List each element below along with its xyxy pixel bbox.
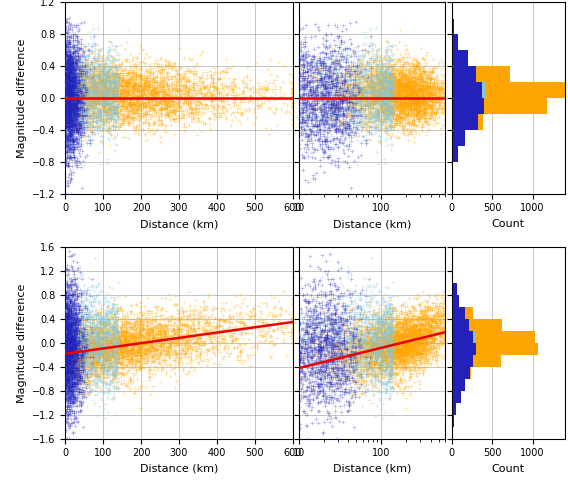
Bar <box>452 343 474 355</box>
Bar <box>452 415 454 427</box>
Bar <box>452 367 462 379</box>
Bar <box>452 178 453 194</box>
Bar <box>452 34 454 50</box>
Bar <box>452 355 473 367</box>
Bar <box>452 379 465 391</box>
Bar <box>452 367 471 379</box>
Bar <box>452 146 458 161</box>
Bar <box>452 295 458 307</box>
Bar <box>452 307 465 319</box>
Bar <box>452 51 461 66</box>
Y-axis label: Magnitude difference: Magnitude difference <box>16 39 27 158</box>
X-axis label: Distance (km): Distance (km) <box>333 219 411 229</box>
Bar <box>452 331 475 343</box>
Bar <box>452 427 453 439</box>
Bar <box>452 98 481 114</box>
X-axis label: Distance (km): Distance (km) <box>333 464 411 474</box>
Bar <box>452 295 460 307</box>
Bar <box>452 307 463 319</box>
X-axis label: Count: Count <box>492 219 525 229</box>
Bar <box>452 367 470 379</box>
Bar <box>452 98 547 114</box>
Bar <box>452 379 459 391</box>
Bar <box>452 82 485 98</box>
Bar <box>452 319 469 331</box>
Bar <box>452 295 457 307</box>
Bar <box>452 130 456 146</box>
Bar <box>452 34 458 50</box>
Bar <box>452 82 482 98</box>
Bar <box>452 355 501 367</box>
X-axis label: Distance (km): Distance (km) <box>140 464 218 474</box>
X-axis label: Distance (km): Distance (km) <box>140 219 218 229</box>
Bar <box>452 283 457 295</box>
Bar <box>452 67 510 82</box>
Bar <box>452 67 477 82</box>
Bar <box>452 319 469 331</box>
Bar <box>452 130 456 146</box>
Bar <box>452 331 473 343</box>
Bar <box>452 307 473 319</box>
Bar <box>452 162 453 178</box>
Bar <box>452 51 468 66</box>
Bar <box>452 67 474 82</box>
X-axis label: Count: Count <box>492 464 525 474</box>
Bar <box>452 343 475 355</box>
Bar <box>452 391 461 402</box>
Bar <box>452 283 454 295</box>
Bar <box>452 51 463 66</box>
Bar <box>452 319 502 331</box>
Bar <box>452 391 453 402</box>
Bar <box>452 271 453 283</box>
Bar <box>452 18 454 34</box>
Bar <box>452 355 468 367</box>
Bar <box>452 379 458 391</box>
Bar <box>452 114 483 130</box>
Bar <box>452 403 456 415</box>
Bar <box>452 391 454 402</box>
Bar <box>452 343 538 355</box>
Bar <box>452 331 534 343</box>
Bar <box>452 259 453 271</box>
Bar <box>452 82 568 98</box>
Y-axis label: Magnitude difference: Magnitude difference <box>16 283 27 402</box>
Bar <box>452 130 465 146</box>
Bar <box>452 98 485 114</box>
Bar <box>452 34 453 50</box>
Bar <box>452 114 478 130</box>
Bar <box>452 114 471 130</box>
